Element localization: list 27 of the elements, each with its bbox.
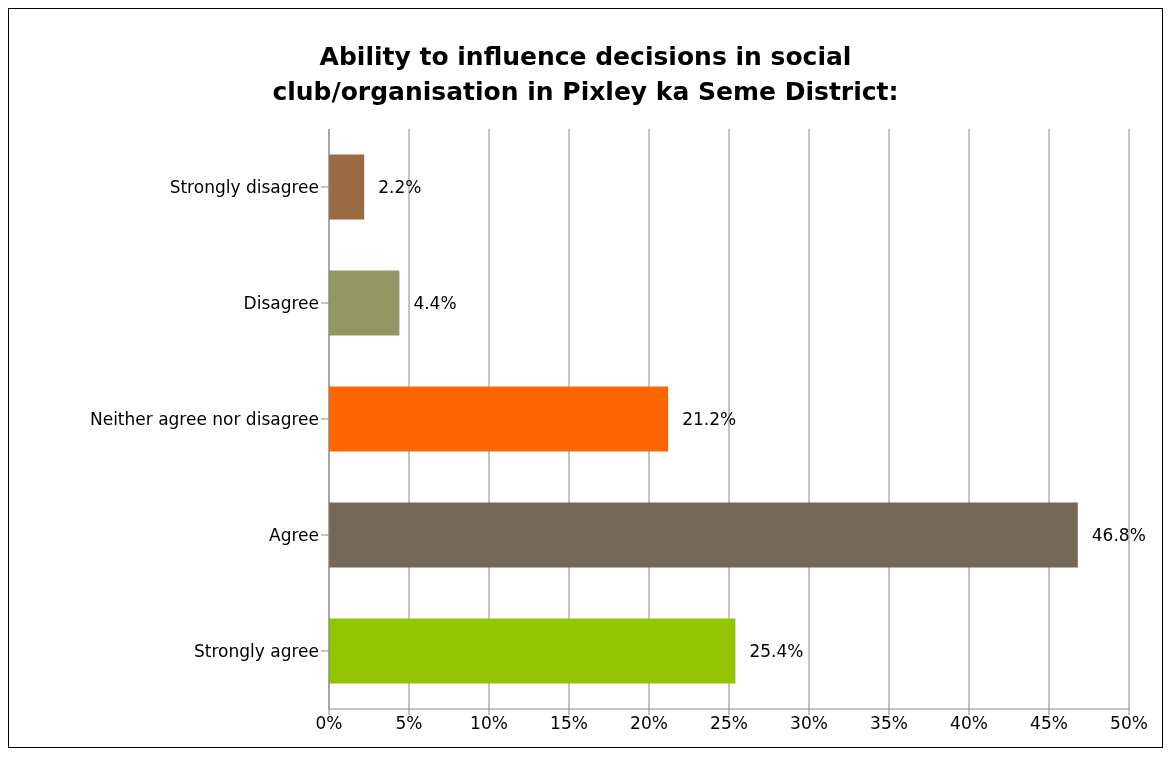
data-label: 46.8%: [1091, 525, 1146, 546]
x-tick-label: 0%: [315, 713, 343, 734]
y-tick-label: Agree: [269, 525, 319, 546]
bar: [329, 270, 400, 336]
x-tick-label: 25%: [710, 713, 748, 734]
bar: [329, 154, 365, 220]
x-tick-label: 15%: [550, 713, 588, 734]
x-tick-label: 40%: [950, 713, 988, 734]
y-tick-label: Strongly agree: [194, 641, 319, 662]
bar: [329, 502, 1078, 568]
y-tick-label: Strongly disagree: [169, 177, 319, 198]
x-tick-label: 10%: [470, 713, 508, 734]
x-tick-label: 5%: [395, 713, 423, 734]
data-label: 21.2%: [682, 409, 737, 430]
x-tick-label: 50%: [1110, 713, 1148, 734]
data-label: 25.4%: [749, 641, 804, 662]
bar: [329, 618, 736, 684]
x-tick-label: 35%: [870, 713, 908, 734]
chart-title: Ability to influence decisions in social club/organisation in Pixley ka Seme District:: [271, 41, 900, 108]
data-label: 2.2%: [378, 177, 422, 198]
data-label: 4.4%: [413, 293, 457, 314]
x-tick-label: 45%: [1030, 713, 1068, 734]
y-tick-label: Disagree: [243, 293, 319, 314]
y-tick-label: Neither agree nor disagree: [89, 409, 319, 430]
bar: [329, 386, 669, 452]
x-tick-label: 20%: [630, 713, 668, 734]
x-tick-label: 30%: [790, 713, 828, 734]
